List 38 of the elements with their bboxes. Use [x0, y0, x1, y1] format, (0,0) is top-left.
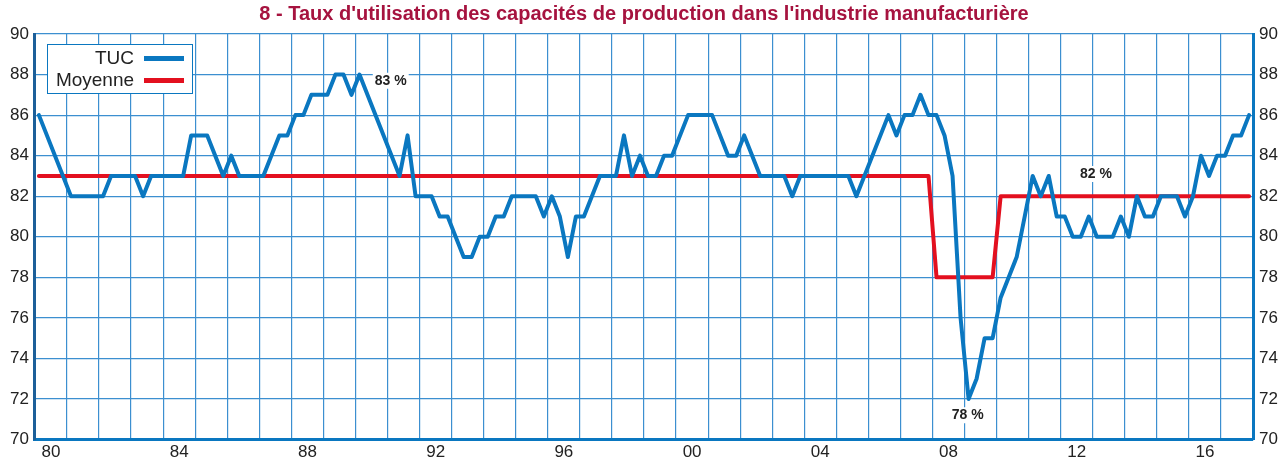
y2-tick-label: 78	[1259, 267, 1279, 287]
y-tick-label: 72	[9, 388, 29, 408]
y2-tick-label: 90	[1259, 23, 1279, 43]
annotation: 82 %	[1080, 164, 1113, 181]
y2-tick-label: 86	[1259, 104, 1279, 124]
x-tick-label: 08	[939, 442, 959, 462]
x-tick-label: 00	[682, 442, 702, 462]
x-tick-label: 96	[554, 442, 574, 462]
y2-tick-label: 84	[1259, 145, 1279, 165]
y2-tick-label: 88	[1259, 64, 1279, 84]
y-tick-label: 84	[9, 145, 29, 165]
annotation: 78 %	[951, 406, 985, 423]
y2-tick-label: 76	[1259, 307, 1279, 327]
y-tick-label: 74	[9, 348, 29, 368]
y-tick-label: 70	[9, 429, 29, 449]
y-tick-label: 76	[9, 307, 29, 327]
x-tick-label: 12	[1067, 442, 1087, 462]
chart-title: 8 - Taux d'utilisation des capacités de production dans l'industrie manufacturière	[259, 1, 1029, 24]
x-tick-label: 84	[169, 442, 189, 462]
y2-tick-label: 80	[1259, 226, 1279, 246]
annotation: 83 %	[374, 71, 408, 88]
x-tick-label: 04	[810, 442, 830, 462]
y-tick-label: 90	[9, 23, 29, 43]
y2-tick-label: 70	[1259, 429, 1279, 449]
x-tick-label: 92	[426, 442, 446, 462]
x-tick-label: 88	[297, 442, 317, 462]
x-tick-label: 16	[1195, 442, 1215, 462]
y2-tick-label: 74	[1259, 348, 1279, 368]
legend-label: TUC	[95, 47, 135, 69]
y-tick-label: 80	[9, 226, 29, 246]
y-tick-label: 82	[9, 185, 29, 205]
y-tick-label: 86	[9, 104, 29, 124]
legend-label: Moyenne	[55, 69, 135, 91]
x-tick-label: 80	[41, 442, 61, 462]
y-tick-label: 88	[9, 64, 29, 84]
y2-tick-label: 82	[1259, 185, 1279, 205]
y-tick-label: 78	[9, 267, 29, 287]
y2-tick-label: 72	[1259, 388, 1279, 408]
